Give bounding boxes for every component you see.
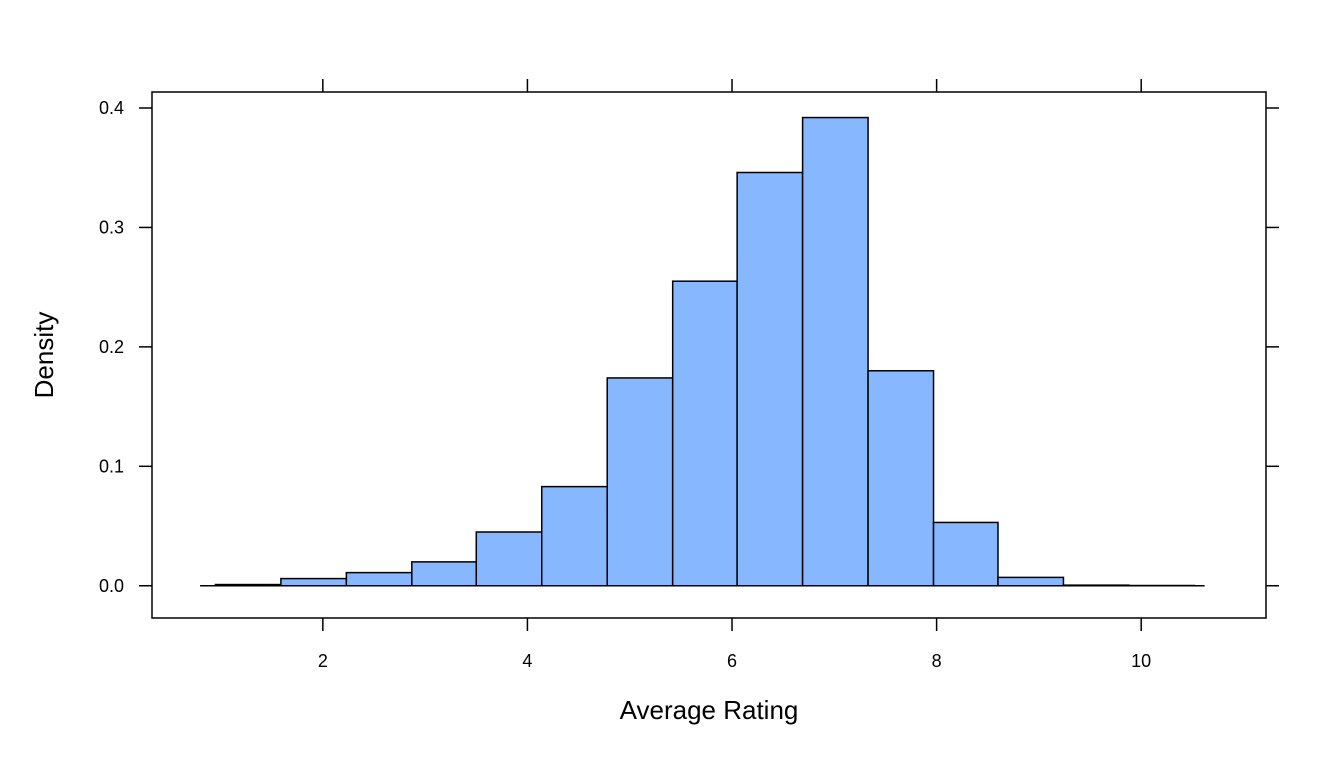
x-tick-label: 6 [727, 651, 737, 671]
histogram-bar [736, 171, 804, 587]
histogram-bar [867, 370, 935, 587]
histogram-bar [280, 577, 348, 587]
y-tick-label: 0.0 [99, 576, 124, 596]
plot-panel [151, 91, 1267, 619]
y-tick-label: 0.3 [99, 217, 124, 237]
axes-group: 2 4 6 8 10 0.0 0.1 0.2 0.3 0.4 [99, 79, 1279, 671]
histogram-bar [606, 377, 674, 587]
x-tick-label: 4 [522, 651, 532, 671]
histogram-bar [475, 531, 543, 587]
histogram-bar [540, 485, 608, 587]
bars-group [214, 116, 1196, 587]
y-tick-label: 0.4 [99, 98, 124, 118]
x-tick-label: 8 [932, 651, 942, 671]
histogram-bar [997, 576, 1065, 587]
y-axis-title: Density [29, 312, 59, 399]
histogram-bar [411, 561, 478, 587]
x-axis-title: Average Rating [620, 695, 799, 725]
x-tick-label: 10 [1131, 651, 1151, 671]
histogram-bar [801, 116, 869, 587]
histogram-bar [932, 521, 999, 587]
histogram-bar [671, 280, 738, 587]
y-tick-label: 0.1 [99, 456, 124, 476]
histogram-bar [345, 571, 413, 587]
x-tick-label: 2 [318, 651, 328, 671]
y-tick-label: 0.2 [99, 337, 124, 357]
